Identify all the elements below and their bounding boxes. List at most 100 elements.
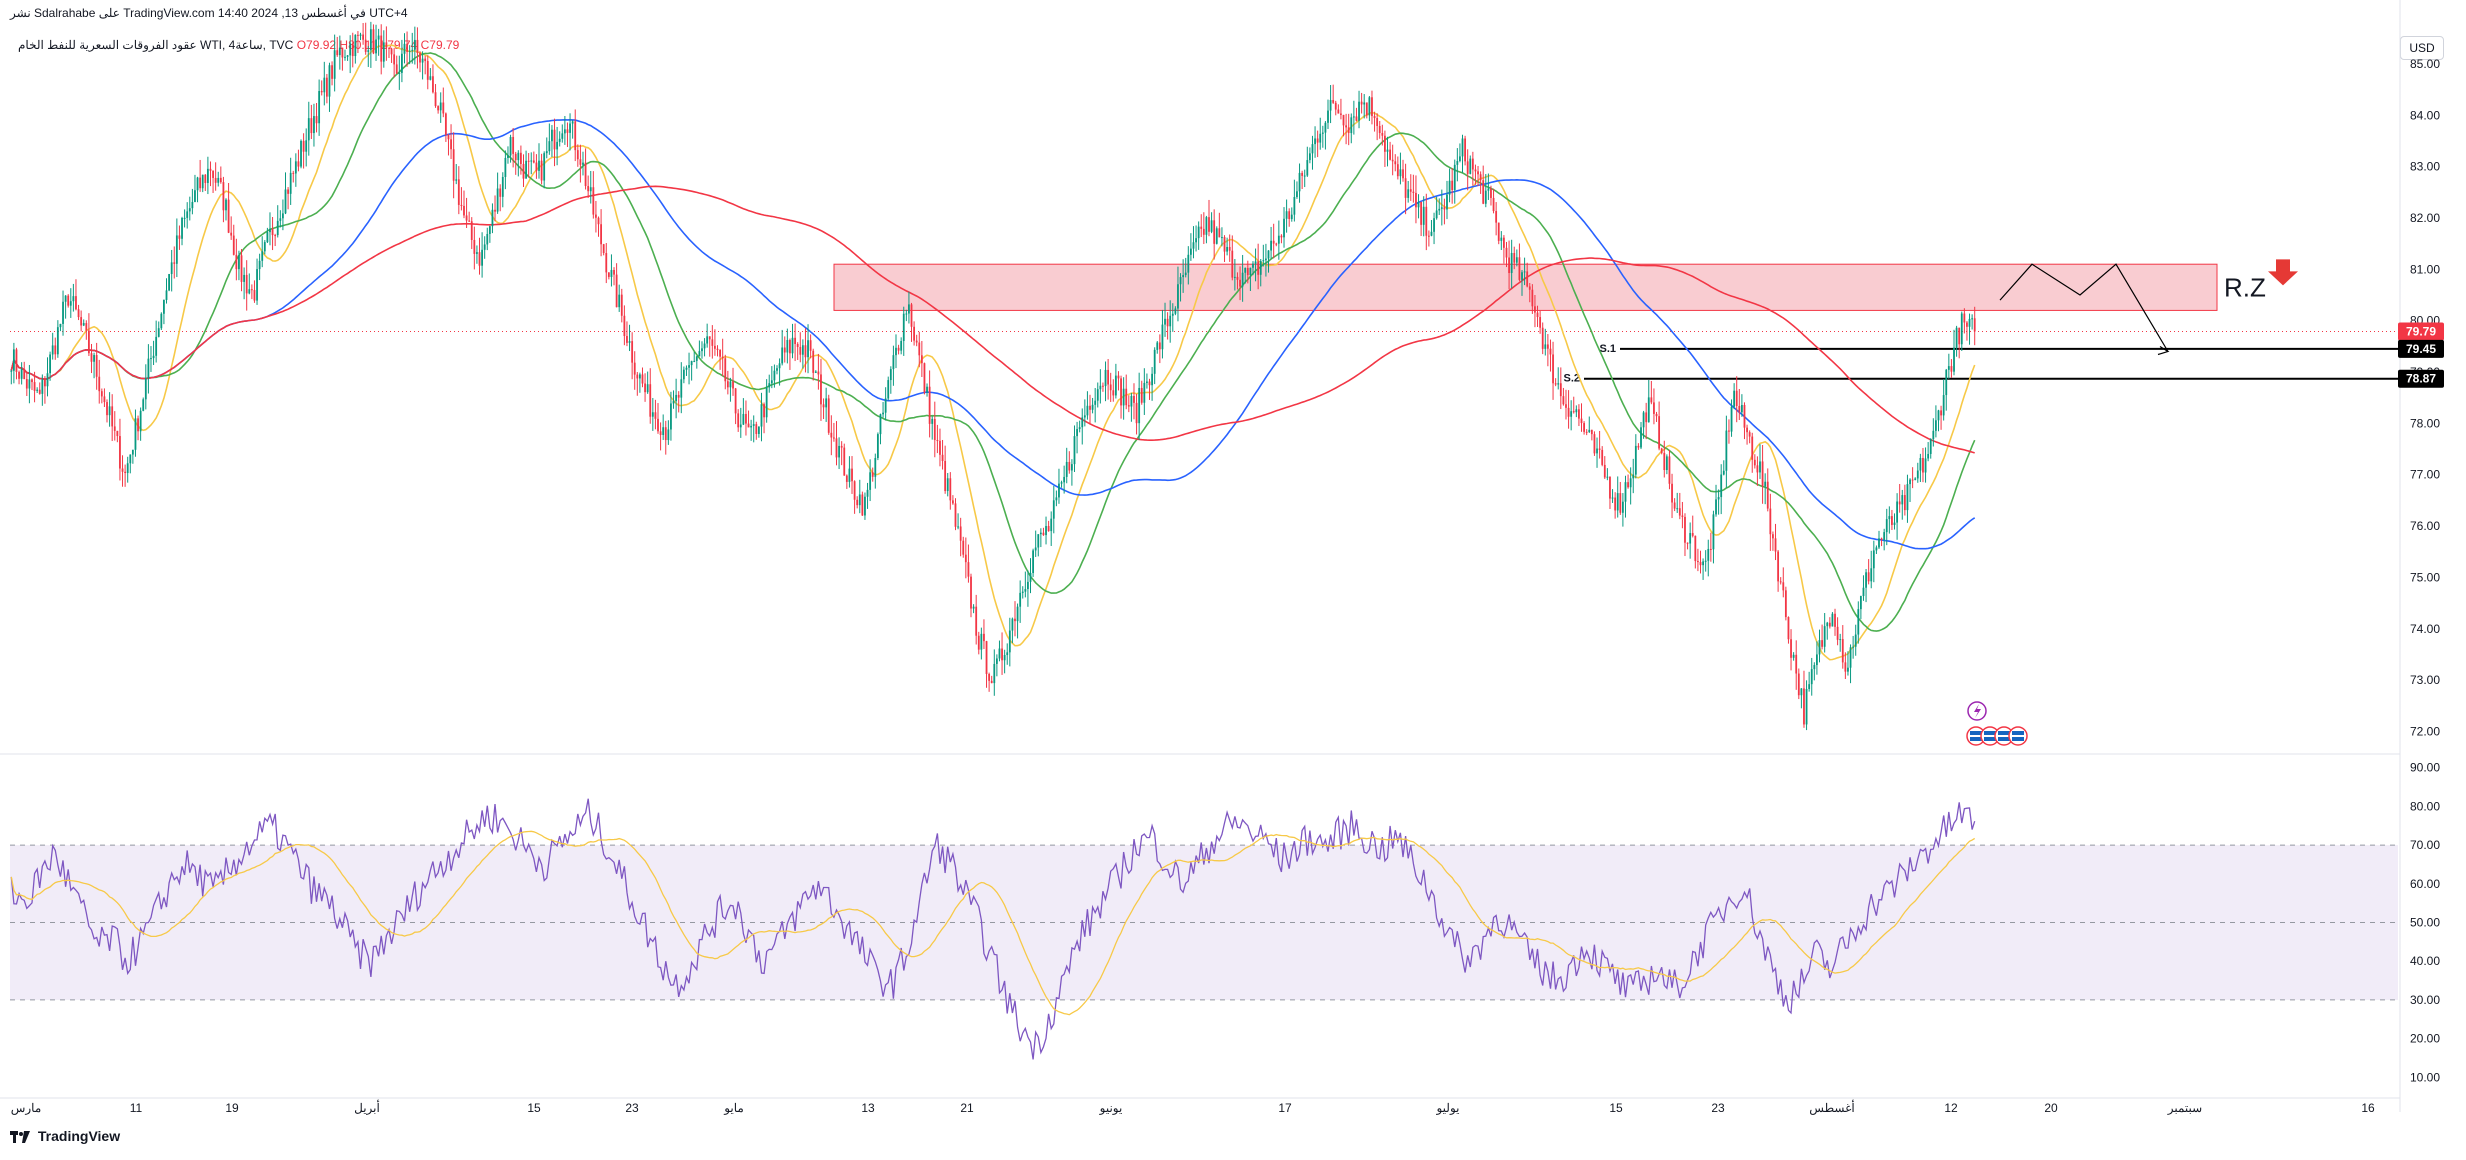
- candle-body: [1575, 409, 1578, 413]
- candle-body: [1039, 532, 1042, 535]
- candle-body: [1427, 235, 1430, 237]
- candle-body: [1208, 217, 1210, 232]
- candle-body: [1347, 127, 1350, 134]
- candle-body: [20, 368, 23, 379]
- candle-body: [31, 379, 33, 383]
- candle-body: [1034, 547, 1037, 551]
- candle-body: [1691, 533, 1694, 536]
- candle-body: [1311, 144, 1314, 154]
- candle-body: [465, 215, 468, 221]
- candle-body: [1637, 445, 1640, 448]
- candle-body: [175, 235, 178, 264]
- candle-body: [651, 412, 654, 417]
- candle-body: [388, 47, 390, 49]
- candle-body: [897, 347, 900, 351]
- candle-body: [124, 471, 127, 474]
- candle-body: [256, 269, 258, 301]
- candle-body: [1265, 258, 1267, 261]
- support-line-label: S.2: [1563, 373, 1580, 385]
- candle-body: [349, 43, 352, 56]
- candle-body: [1355, 116, 1358, 121]
- candle-body: [1647, 397, 1650, 423]
- candle-body: [1065, 461, 1068, 477]
- candle-body: [1195, 238, 1197, 243]
- candle-body: [1288, 211, 1291, 220]
- candle-body: [147, 358, 150, 379]
- candle-body: [1903, 495, 1906, 511]
- candle-body: [1702, 561, 1704, 566]
- candle-body: [501, 176, 504, 197]
- candle-body: [1883, 532, 1886, 540]
- candle-body: [1262, 260, 1265, 262]
- candle-body: [1914, 478, 1917, 480]
- candle-body: [1417, 201, 1420, 208]
- candle-body: [1523, 271, 1526, 273]
- candle-body: [1531, 289, 1534, 307]
- currency-badge[interactable]: USD: [2400, 36, 2444, 60]
- candle-body: [119, 436, 121, 469]
- candle-body: [1865, 572, 1867, 588]
- candle-body: [1177, 284, 1179, 309]
- candle-body: [809, 340, 812, 351]
- price-tick-label: 84.00: [2410, 108, 2440, 122]
- candle-body: [1221, 237, 1223, 239]
- candle-body: [1236, 276, 1239, 280]
- candle-body: [28, 379, 31, 389]
- moving-average-line: [10, 185, 1975, 454]
- candle-body: [126, 463, 129, 474]
- candle-body: [1818, 640, 1821, 655]
- candle-body: [346, 55, 349, 57]
- down-arrow-icon: [2268, 259, 2298, 286]
- candle-body: [1259, 261, 1262, 275]
- candle-body: [1422, 206, 1425, 225]
- candle-body: [1650, 397, 1653, 403]
- candle-body: [913, 326, 916, 341]
- candle-body: [631, 341, 634, 363]
- candle-body: [434, 92, 437, 107]
- candle-body: [491, 209, 494, 227]
- candle-body: [1518, 257, 1521, 280]
- candle-body: [1678, 508, 1681, 516]
- candle-body: [1096, 389, 1099, 401]
- time-tick-label: 21: [960, 1101, 974, 1115]
- symbol-name[interactable]: عقود الفروقات السعرية للنفط الخام WTI, 4…: [18, 38, 294, 52]
- candle-body: [582, 162, 584, 165]
- candle-body: [1539, 317, 1542, 328]
- candle-body: [369, 29, 372, 51]
- candle-body: [1430, 231, 1433, 236]
- candle-body: [1844, 662, 1847, 672]
- candle-body: [170, 262, 173, 275]
- price-label-badge: [2398, 339, 2444, 358]
- time-tick-label: 15: [1609, 1101, 1623, 1115]
- candle-body: [382, 42, 385, 62]
- candle-body: [442, 102, 445, 114]
- candle-body: [1934, 420, 1937, 431]
- candle-body: [1554, 383, 1557, 385]
- candle-body: [1779, 581, 1782, 583]
- candle-body: [199, 177, 202, 189]
- candle-body: [540, 160, 543, 181]
- candle-body: [1614, 497, 1617, 511]
- candle-body: [1893, 522, 1896, 525]
- candle-body: [672, 401, 675, 404]
- candle-body: [1782, 582, 1785, 591]
- candle-body: [613, 269, 615, 275]
- candle-body: [1360, 101, 1363, 105]
- candle-body: [688, 365, 690, 368]
- candle-body: [595, 214, 597, 218]
- candle-body: [98, 376, 101, 392]
- moving-average-line: [10, 44, 1976, 661]
- candle-body: [1006, 652, 1009, 656]
- candle-body: [331, 65, 333, 79]
- candle-body: [1950, 366, 1953, 372]
- candle-body: [1684, 516, 1686, 543]
- candle-body: [1324, 122, 1327, 133]
- candle-body: [1337, 109, 1340, 114]
- candle-body: [1841, 639, 1844, 663]
- candle-body: [1668, 456, 1671, 484]
- candle-body: [964, 554, 967, 563]
- candle-body: [269, 228, 271, 233]
- candle-body: [1104, 369, 1107, 387]
- candle-body: [1021, 591, 1024, 593]
